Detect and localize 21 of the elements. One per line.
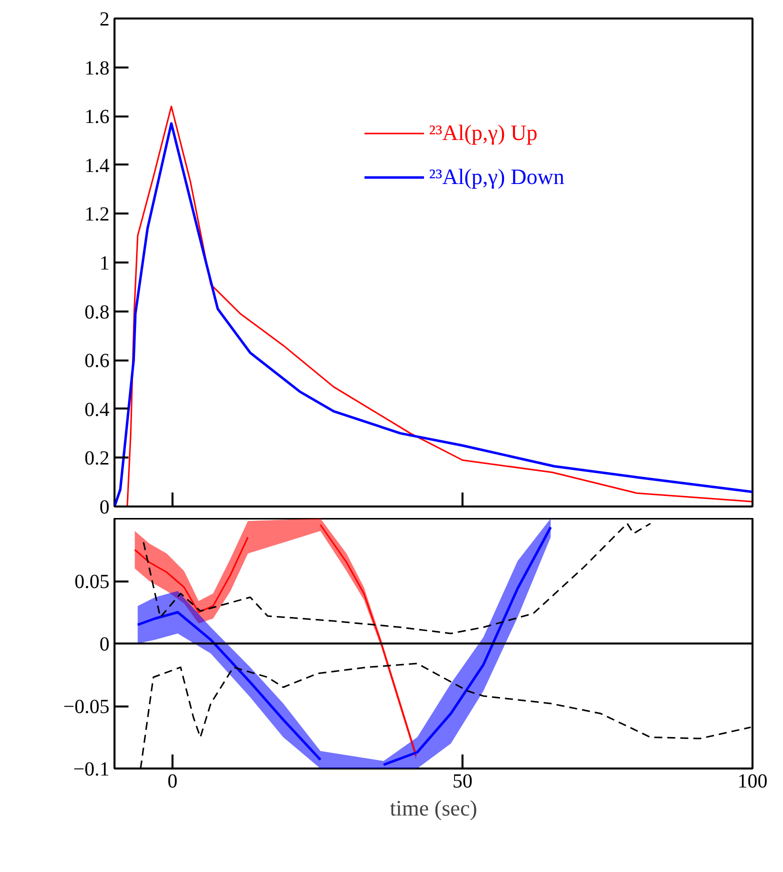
x-tick-label: 100: [738, 770, 768, 792]
y-tick-label: 1.8: [84, 57, 110, 80]
y-tick-label: 2: [100, 8, 110, 30]
x-axis-title: time (sec): [390, 796, 478, 820]
y-tick-label: 1.6: [84, 106, 110, 128]
y-tick-label: 0.4: [84, 398, 110, 421]
y-tick-label: 0.2: [84, 448, 110, 470]
y-tick-label: −0.05: [63, 696, 110, 718]
y-tick-label: 0.6: [84, 350, 110, 372]
x-tick-label: 0: [168, 770, 178, 792]
y-tick-label: 1: [100, 252, 110, 274]
y-tick-label: 1.2: [84, 204, 110, 226]
y-tick-label: 0: [100, 634, 110, 656]
x-tick-label: 50: [452, 770, 472, 792]
y-tick-label: −0.1: [73, 758, 110, 780]
y-tick-label: 0: [100, 496, 110, 518]
y-tick-label: 1.4: [84, 154, 110, 177]
y-tick-label: 0.8: [84, 301, 110, 324]
legend-label: ²³Al(p,γ) Up: [429, 120, 538, 146]
y-tick-label: 0.05: [74, 571, 110, 593]
legend-label: ²³Al(p,γ) Down: [429, 164, 564, 190]
